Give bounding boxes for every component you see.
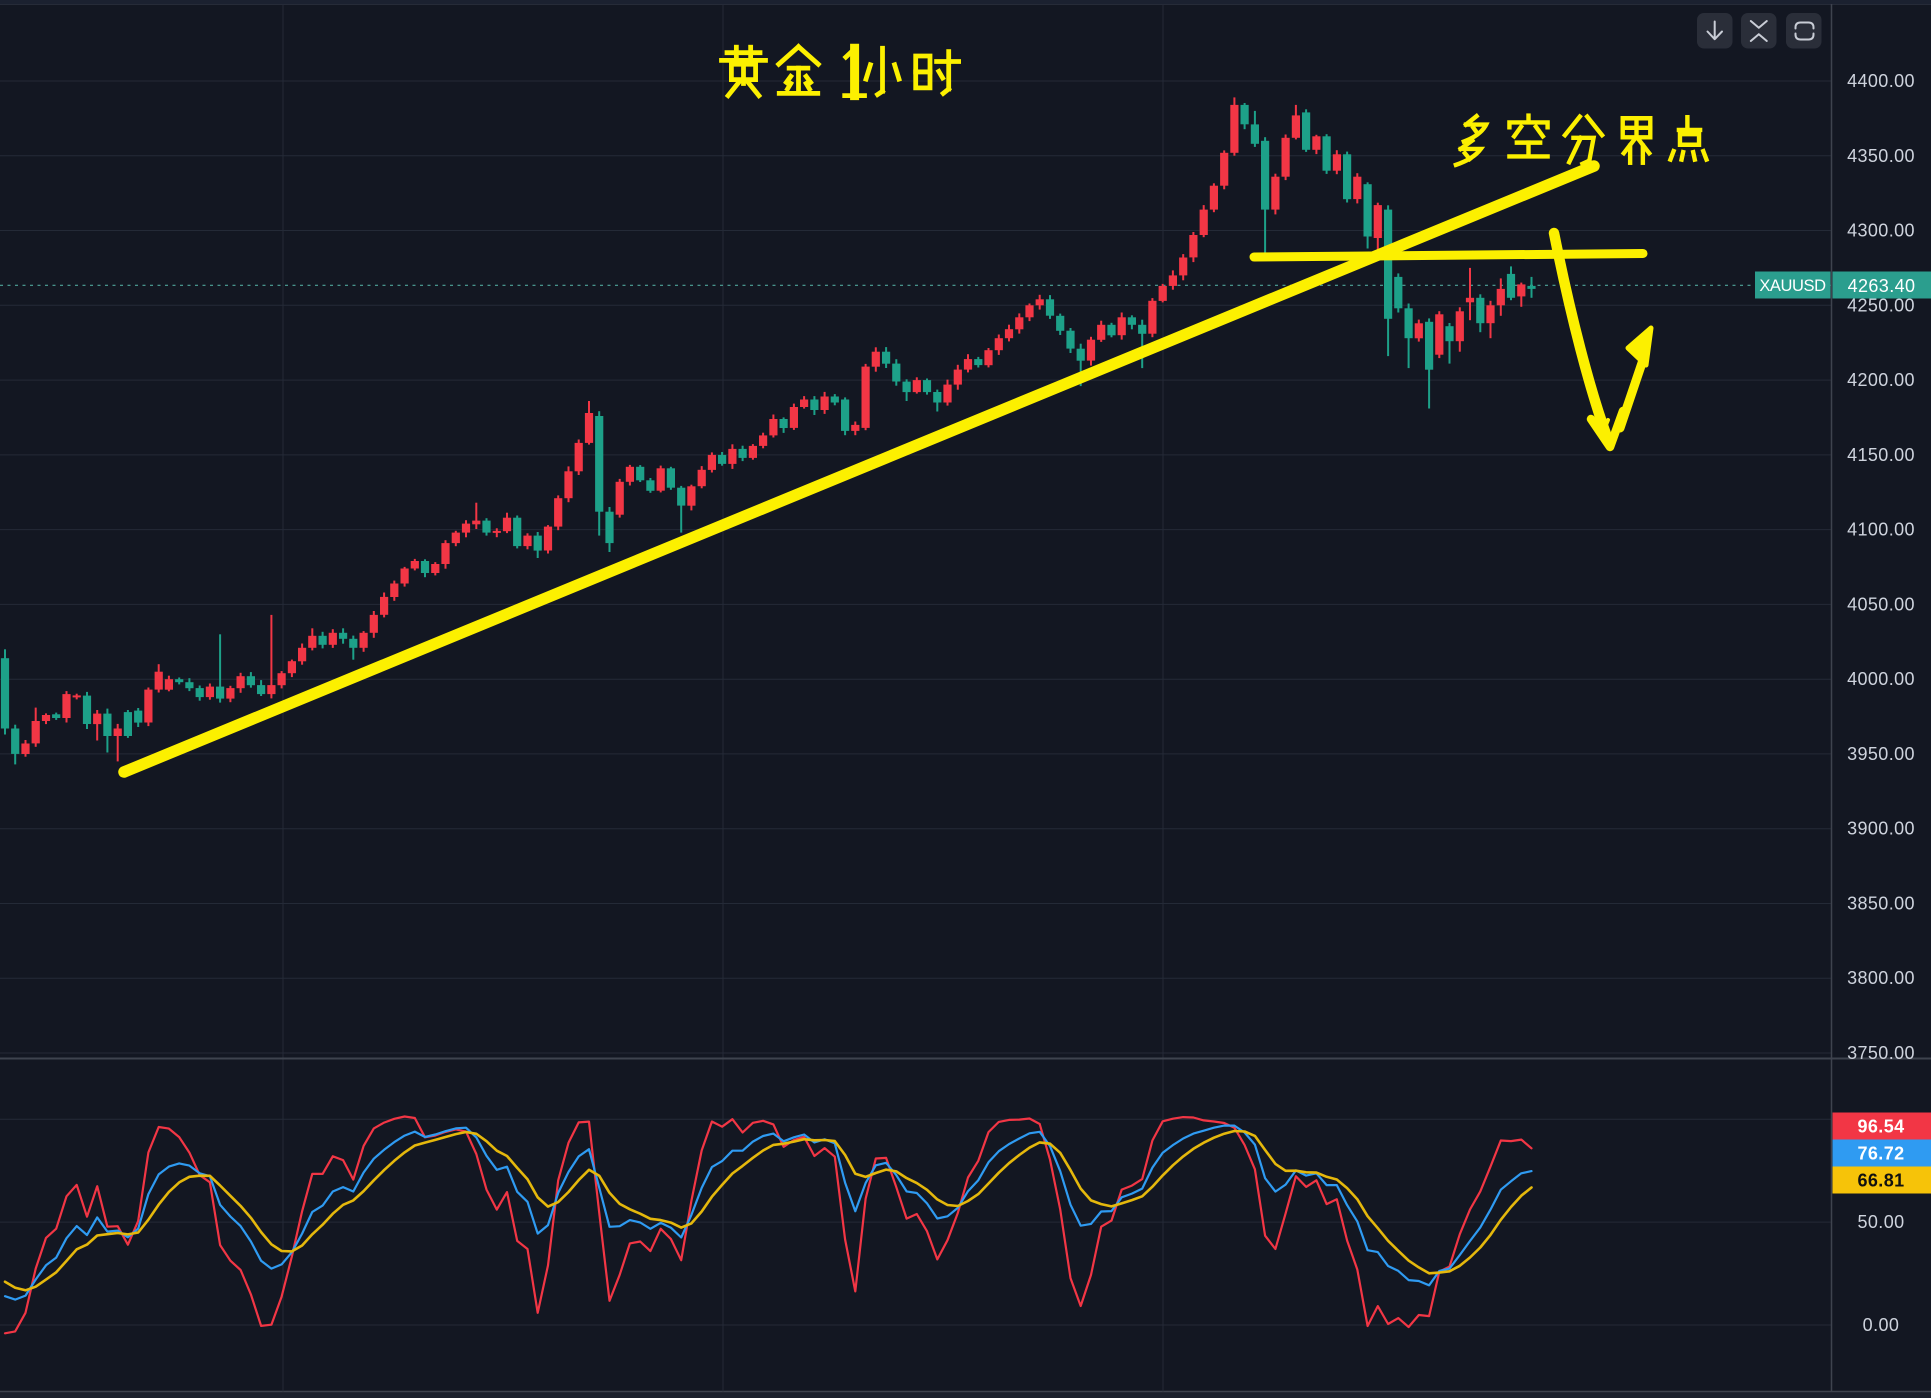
svg-text:3750.00: 3750.00 [1847, 1043, 1915, 1063]
svg-text:4200.00: 4200.00 [1847, 370, 1915, 390]
svg-text:4050.00: 4050.00 [1847, 594, 1915, 614]
svg-text:4300.00: 4300.00 [1847, 221, 1915, 241]
svg-text:XAUUSD: XAUUSD [1759, 277, 1826, 295]
svg-text:4000.00: 4000.00 [1847, 669, 1915, 689]
svg-text:4263.40: 4263.40 [1848, 276, 1916, 296]
svg-text:76.72: 76.72 [1857, 1144, 1904, 1164]
svg-text:4400.00: 4400.00 [1847, 71, 1915, 91]
svg-text:4100.00: 4100.00 [1847, 520, 1915, 540]
svg-text:50.00: 50.00 [1857, 1212, 1904, 1232]
svg-text:4150.00: 4150.00 [1847, 445, 1915, 465]
svg-text:3850.00: 3850.00 [1847, 894, 1915, 914]
svg-text:3950.00: 3950.00 [1847, 744, 1915, 764]
svg-text:4250.00: 4250.00 [1847, 295, 1915, 315]
svg-text:3900.00: 3900.00 [1847, 819, 1915, 839]
svg-text:4350.00: 4350.00 [1847, 146, 1915, 166]
svg-text:66.81: 66.81 [1857, 1171, 1904, 1191]
svg-text:3800.00: 3800.00 [1847, 968, 1915, 988]
svg-text:96.54: 96.54 [1857, 1117, 1904, 1137]
svg-text:0.00: 0.00 [1863, 1315, 1900, 1335]
